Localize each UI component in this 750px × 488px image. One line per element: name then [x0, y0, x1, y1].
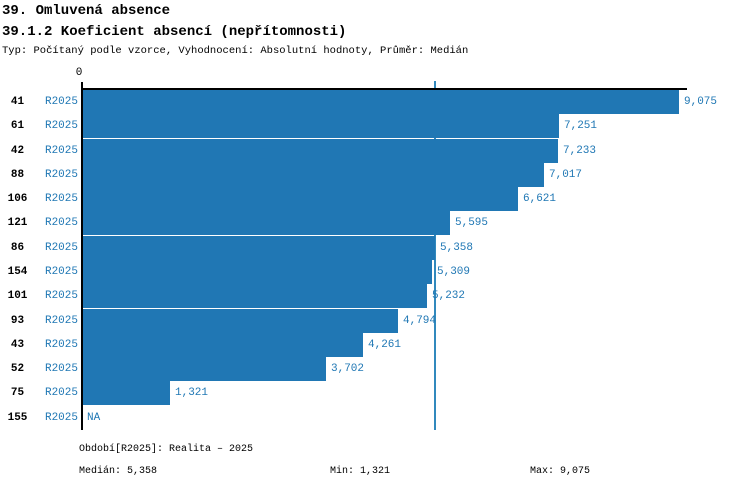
chart-row: 42 R2025 7,233: [0, 139, 750, 163]
chart-row: 121 R2025 5,595: [0, 211, 750, 235]
chart-row: 155 R2025 NA: [0, 406, 750, 430]
bar: [83, 357, 326, 381]
chart-row: 154 R2025 5,309: [0, 260, 750, 284]
row-series-label: R2025: [44, 412, 78, 424]
row-category-label: 41: [10, 96, 25, 108]
chart-row: 106 R2025 6,621: [0, 187, 750, 211]
row-category-label: 52: [10, 363, 25, 375]
bar: [83, 236, 435, 260]
x-axis-line: [81, 88, 687, 90]
chart-row: 88 R2025 7,017: [0, 163, 750, 187]
row-category-label: 121: [7, 217, 28, 229]
row-series-label: R2025: [44, 339, 78, 351]
bar: [83, 309, 398, 333]
bar-value-label: 7,017: [549, 169, 583, 181]
y-axis-line: [81, 82, 83, 430]
row-series-label: R2025: [44, 266, 78, 278]
row-series-label: R2025: [44, 96, 78, 108]
row-category-label: 42: [10, 145, 25, 157]
bar: [83, 187, 518, 211]
footer-max-stat: Max: 9,075: [530, 466, 591, 477]
row-series-label: R2025: [44, 169, 78, 181]
chart-row: 61 R2025 7,251: [0, 114, 750, 138]
bar-value-label: 5,595: [455, 217, 489, 229]
bar: [83, 90, 679, 114]
bar: [83, 381, 170, 405]
row-series-label: R2025: [44, 193, 78, 205]
chart-row: 101 R2025 5,232: [0, 284, 750, 308]
chart-row: 93 R2025 4,794: [0, 309, 750, 333]
bar-value-label: 5,309: [437, 266, 471, 278]
row-category-label: 61: [10, 120, 25, 132]
bar-value-label: 4,261: [368, 339, 402, 351]
bar: [83, 211, 450, 235]
footer-min-stat: Min: 1,321: [330, 466, 391, 477]
bar-value-label: 4,794: [403, 315, 437, 327]
row-series-label: R2025: [44, 290, 78, 302]
chart-row: 52 R2025 3,702: [0, 357, 750, 381]
bar-value-label: 5,232: [432, 290, 466, 302]
bar: [83, 163, 544, 187]
row-category-label: 88: [10, 169, 25, 181]
bar-value-label: 3,702: [331, 363, 365, 375]
chart-row: 86 R2025 5,358: [0, 236, 750, 260]
chart-title: 39.1.2 Koeficient absencí (nepřítomnosti…: [2, 24, 347, 40]
bar-value-label: 1,321: [175, 387, 209, 399]
row-category-label: 75: [10, 387, 25, 399]
footer-median-stat: Medián: 5,358: [79, 466, 158, 477]
bar: [83, 284, 427, 308]
row-series-label: R2025: [44, 242, 78, 254]
row-series-label: R2025: [44, 387, 78, 399]
footer-period-label: Období[R2025]: Realita – 2025: [79, 444, 254, 455]
chart-row: 43 R2025 4,261: [0, 333, 750, 357]
row-category-label: 101: [7, 290, 28, 302]
row-category-label: 154: [7, 266, 28, 278]
row-series-label: R2025: [44, 217, 78, 229]
row-category-label: 106: [7, 193, 28, 205]
row-category-label: 155: [7, 412, 28, 424]
report-section-title: 39. Omluvená absence: [2, 3, 171, 19]
bar: [83, 114, 559, 138]
bar: [83, 333, 363, 357]
x-axis-origin-tick-label: 0: [75, 67, 83, 79]
row-category-label: 43: [10, 339, 25, 351]
bar: [83, 139, 558, 163]
bar-value-label: 6,621: [523, 193, 557, 205]
bar: [83, 260, 432, 284]
bar-value-label: 5,358: [440, 242, 474, 254]
bar-value-label: 7,233: [563, 145, 597, 157]
chart-row: 41 R2025 9,075: [0, 90, 750, 114]
row-category-label: 93: [10, 315, 25, 327]
row-series-label: R2025: [44, 315, 78, 327]
bar-value-label: 7,251: [564, 120, 598, 132]
chart-subtitle: Typ: Počítaný podle vzorce, Vyhodnocení:…: [2, 45, 469, 57]
row-series-label: R2025: [44, 120, 78, 132]
bar-value-label: 9,075: [684, 96, 718, 108]
na-value-label: NA: [87, 412, 101, 424]
median-reference-line: [434, 81, 436, 430]
row-series-label: R2025: [44, 145, 78, 157]
row-series-label: R2025: [44, 363, 78, 375]
chart-row: 75 R2025 1,321: [0, 381, 750, 405]
row-category-label: 86: [10, 242, 25, 254]
